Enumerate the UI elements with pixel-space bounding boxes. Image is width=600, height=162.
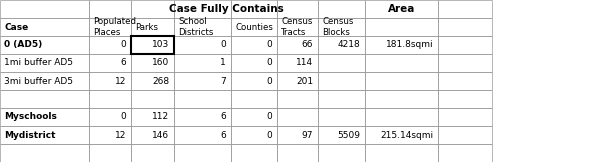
Text: 268: 268 bbox=[152, 76, 169, 86]
Text: 6: 6 bbox=[220, 112, 226, 122]
Text: Mydistrict: Mydistrict bbox=[4, 131, 56, 139]
Text: Census
Blocks: Census Blocks bbox=[322, 17, 353, 37]
Text: 0: 0 bbox=[120, 40, 126, 50]
Text: 3mi buffer AD5: 3mi buffer AD5 bbox=[4, 76, 73, 86]
Text: 201: 201 bbox=[296, 76, 313, 86]
Bar bbox=[131, 36, 174, 54]
Text: Counties: Counties bbox=[235, 23, 273, 31]
Text: 103: 103 bbox=[152, 40, 169, 50]
Text: 0: 0 bbox=[220, 40, 226, 50]
Text: 0: 0 bbox=[266, 112, 272, 122]
Text: 97: 97 bbox=[302, 131, 313, 139]
Text: 6: 6 bbox=[220, 131, 226, 139]
Text: 12: 12 bbox=[115, 76, 126, 86]
Text: Case Fully Contains: Case Fully Contains bbox=[169, 4, 284, 14]
Text: 4218: 4218 bbox=[337, 40, 360, 50]
Text: Area: Area bbox=[388, 4, 415, 14]
Text: Census
Tracts: Census Tracts bbox=[281, 17, 313, 37]
Text: Myschools: Myschools bbox=[4, 112, 57, 122]
Text: 146: 146 bbox=[152, 131, 169, 139]
Text: Parks: Parks bbox=[135, 23, 158, 31]
Text: 0: 0 bbox=[266, 58, 272, 68]
Text: 5509: 5509 bbox=[337, 131, 360, 139]
Text: 12: 12 bbox=[115, 131, 126, 139]
Text: 181.8sqmi: 181.8sqmi bbox=[386, 40, 433, 50]
Text: 1mi buffer AD5: 1mi buffer AD5 bbox=[4, 58, 73, 68]
Text: 7: 7 bbox=[220, 76, 226, 86]
Text: 1: 1 bbox=[220, 58, 226, 68]
Text: 215.14sqmi: 215.14sqmi bbox=[380, 131, 433, 139]
Text: 0: 0 bbox=[120, 112, 126, 122]
Text: 114: 114 bbox=[296, 58, 313, 68]
Text: 6: 6 bbox=[120, 58, 126, 68]
Text: 0 (AD5): 0 (AD5) bbox=[4, 40, 43, 50]
Text: 160: 160 bbox=[152, 58, 169, 68]
Text: 0: 0 bbox=[266, 76, 272, 86]
Text: 0: 0 bbox=[266, 40, 272, 50]
Text: 0: 0 bbox=[266, 131, 272, 139]
Text: Case: Case bbox=[4, 23, 28, 31]
Text: Populated
Places: Populated Places bbox=[93, 17, 136, 37]
Text: 66: 66 bbox=[302, 40, 313, 50]
Text: School
Districts: School Districts bbox=[178, 17, 214, 37]
Text: 112: 112 bbox=[152, 112, 169, 122]
